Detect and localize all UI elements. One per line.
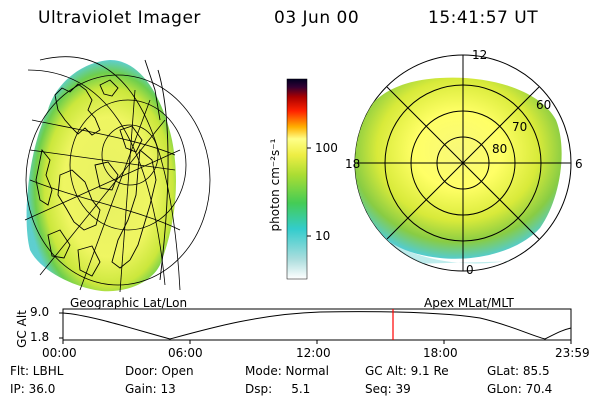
apex-caption: Apex MLat/MLT (424, 296, 514, 310)
time-label: 15:41:57 UT (428, 8, 539, 28)
info-ip: IP: 36.0 (10, 382, 56, 396)
info-door: Door: Open (125, 364, 194, 378)
colorbar-scale (286, 78, 308, 280)
altitude-ytick-low: 1.8 (30, 330, 50, 344)
info-gc-alt: GC Alt: 9.1 Re (365, 364, 449, 378)
altitude-ylabel: GC Alt (15, 310, 29, 348)
altitude-xtick-0000: 00:00 (42, 346, 77, 360)
info-seq: Seq: 39 (365, 382, 411, 396)
mlat-label-60: 60 (536, 98, 552, 112)
info-glon: GLon: 70.4 (487, 382, 553, 396)
altitude-xtick-1800: 18:00 (423, 346, 458, 360)
info-mode: Mode: Normal (245, 364, 329, 378)
info-gain: Gain: 13 (125, 382, 176, 396)
colorbar-unit-label: photon cm⁻²s⁻¹ (268, 138, 282, 232)
info-dsp: Dsp: 5.1 (245, 382, 311, 396)
altitude-ytick-high: 9.0 (30, 305, 50, 319)
mlt-label-12: 12 (472, 48, 488, 62)
info-glat: GLat: 85.5 (487, 364, 550, 378)
mlt-label-0: 0 (466, 263, 474, 277)
aurora-left (26, 60, 177, 292)
magnetic-panel (354, 54, 572, 272)
mlat-label-70: 70 (512, 120, 528, 134)
altitude-xtick-0600: 06:00 (168, 346, 203, 360)
date-label: 03 Jun 00 (274, 8, 360, 28)
altitude-xtick-1200: 12:00 (296, 346, 331, 360)
colorbar-tick-100: 100 (315, 141, 338, 155)
info-filter: Flt: LBHL (10, 364, 64, 378)
altitude-curve (62, 311, 572, 340)
colorbar (286, 78, 311, 280)
colorbar-tick-10: 10 (315, 229, 331, 243)
coastlines (35, 59, 169, 281)
mlt-label-6: 6 (575, 157, 583, 171)
mlat-label-80: 80 (492, 142, 508, 156)
instrument-title: Ultraviolet Imager (38, 8, 201, 28)
altitude-ticks (59, 312, 572, 344)
altitude-xtick-2359: 23:59 (555, 346, 590, 360)
altitude-plot (59, 308, 572, 344)
lat-lon-grid (24, 56, 211, 293)
mlat-grid (355, 55, 571, 271)
geographic-caption: Geographic Lat/Lon (70, 296, 188, 310)
mlt-label-18: 18 (345, 157, 361, 171)
geographic-panel (24, 56, 211, 293)
altitude-frame (62, 308, 572, 341)
